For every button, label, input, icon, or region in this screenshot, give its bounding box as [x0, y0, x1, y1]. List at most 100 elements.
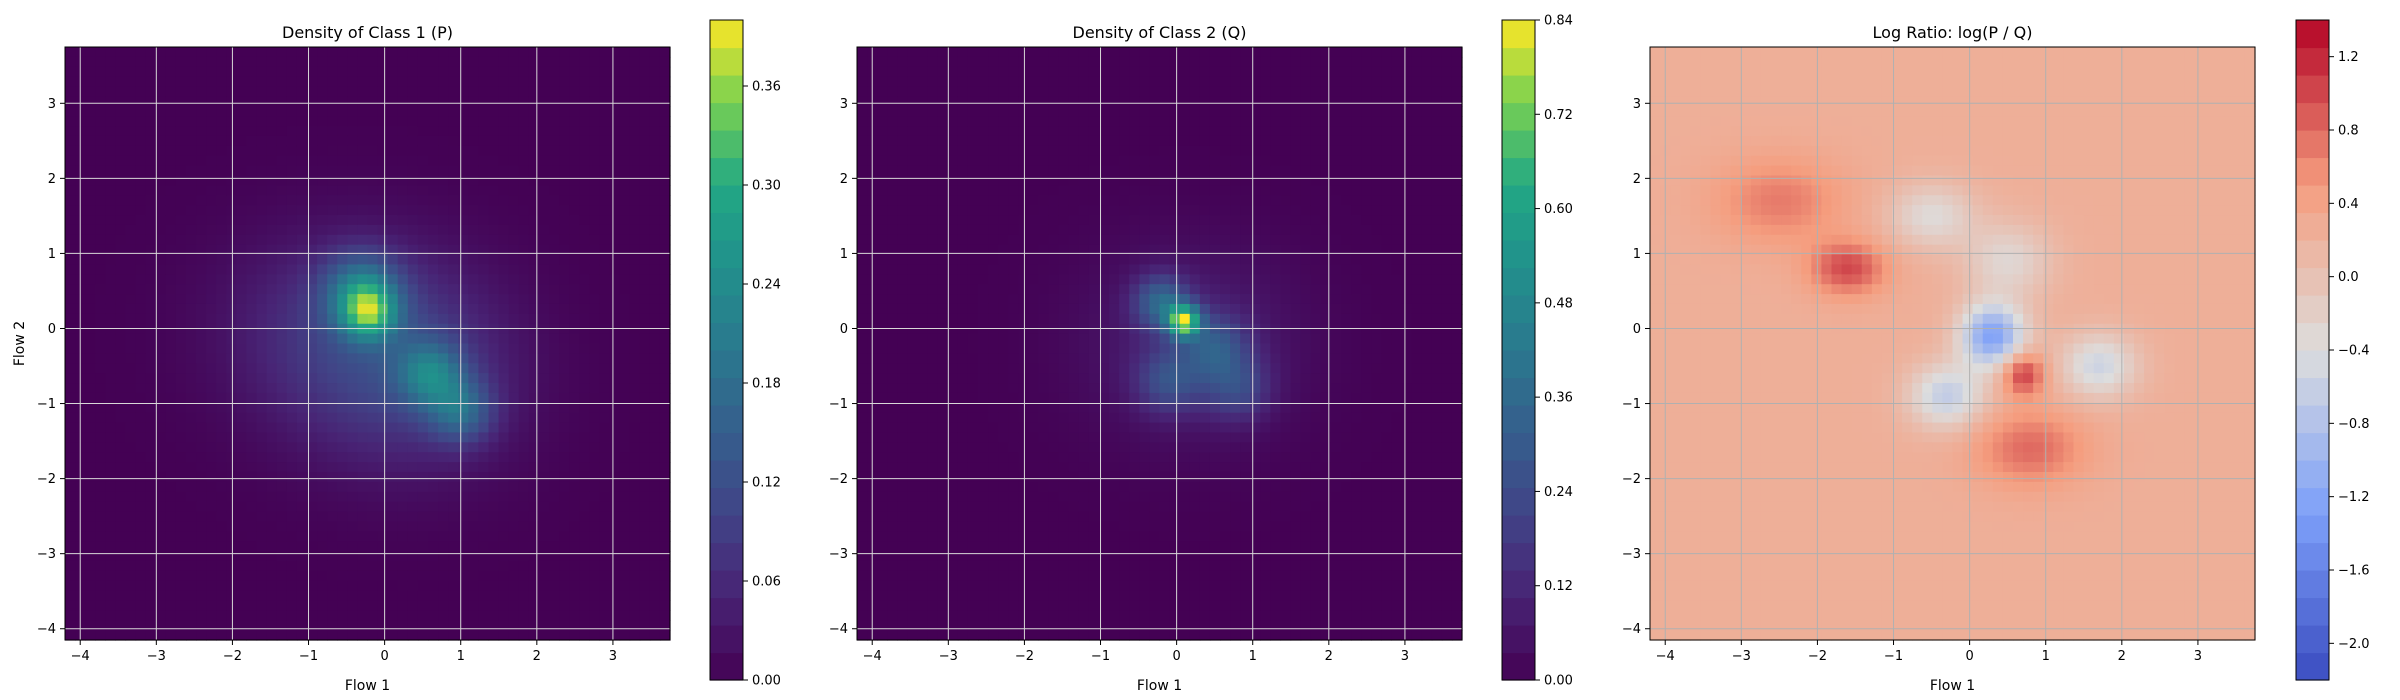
- heatmap-cell: [518, 383, 530, 394]
- heatmap-cell: [857, 590, 868, 602]
- heatmap-cell: [175, 155, 187, 167]
- heatmap-cell: [599, 521, 611, 532]
- heatmap-cell: [619, 313, 631, 325]
- plot-frame: [64, 46, 671, 641]
- heatmap-cell: [988, 126, 999, 137]
- heatmap-cell: [1018, 264, 1030, 275]
- heatmap-cell: [307, 126, 318, 137]
- heatmap-cell: [377, 402, 389, 414]
- heatmap-cell: [907, 353, 919, 364]
- heatmap-cell: [357, 106, 369, 117]
- heatmap-cell: [998, 570, 1009, 582]
- heatmap-cell: [458, 600, 469, 611]
- heatmap-cell: [347, 155, 359, 167]
- heatmap-cell: [538, 126, 550, 137]
- heatmap-cell: [1038, 205, 1050, 216]
- heatmap-cell: [538, 274, 550, 285]
- heatmap-cell: [105, 56, 117, 68]
- heatmap-cell: [877, 600, 888, 611]
- heatmap-cell: [196, 175, 207, 186]
- heatmap-cell: [579, 195, 590, 206]
- heatmap-cell: [236, 501, 248, 513]
- heatmap-cell: [998, 284, 1009, 295]
- heatmap-cell: [1008, 422, 1019, 434]
- heatmap-cell: [1048, 165, 1060, 177]
- heatmap-cell: [478, 630, 490, 641]
- heatmap-cell: [397, 47, 409, 58]
- heatmap-cell: [559, 560, 570, 572]
- heatmap-cell: [978, 630, 989, 641]
- heatmap-cell: [488, 452, 500, 463]
- heatmap-cell: [1008, 66, 1019, 78]
- heatmap-cell: [978, 590, 989, 602]
- heatmap-cell: [998, 471, 1009, 483]
- heatmap-cell: [549, 333, 560, 345]
- heatmap-cell: [639, 333, 651, 345]
- heatmap-cell: [629, 570, 641, 582]
- heatmap-cell: [428, 215, 439, 226]
- heatmap-cell: [468, 294, 480, 305]
- heatmap-cell: [639, 254, 651, 266]
- heatmap-cell: [498, 501, 510, 513]
- heatmap-cell: [125, 224, 137, 236]
- heatmap-cell: [659, 392, 671, 404]
- heatmap-cell: [1048, 175, 1060, 186]
- heatmap-cell: [286, 551, 298, 562]
- heatmap-cell: [569, 363, 580, 374]
- heatmap-cell: [937, 600, 949, 611]
- heatmap-cell: [988, 165, 999, 177]
- heatmap-cell: [917, 66, 929, 78]
- heatmap-cell: [135, 106, 147, 117]
- heatmap-cell: [387, 432, 399, 443]
- heatmap-cell: [478, 353, 490, 364]
- heatmap-cell: [498, 215, 510, 226]
- heatmap-cell: [609, 215, 621, 226]
- heatmap-cell: [125, 620, 137, 631]
- heatmap-cell: [367, 531, 379, 542]
- heatmap-cell: [508, 392, 520, 404]
- heatmap-cell: [649, 531, 661, 542]
- heatmap-cell: [226, 155, 238, 167]
- heatmap-cell: [1008, 126, 1019, 137]
- heatmap-cell: [175, 47, 187, 58]
- heatmap-cell: [286, 274, 298, 285]
- heatmap-cell: [246, 501, 258, 513]
- heatmap-cell: [967, 86, 979, 98]
- heatmap-cell: [296, 86, 308, 98]
- heatmap-cell: [619, 442, 631, 453]
- heatmap-cell: [276, 96, 288, 107]
- heatmap-cell: [1048, 620, 1060, 631]
- heatmap-cell: [907, 86, 919, 98]
- heatmap-cell: [917, 106, 929, 117]
- heatmap-cell: [317, 600, 328, 611]
- heatmap-cell: [579, 175, 590, 186]
- heatmap-cell: [1038, 353, 1050, 364]
- heatmap-cell: [95, 145, 106, 157]
- heatmap-cell: [186, 126, 197, 137]
- heatmap-cell: [266, 392, 278, 404]
- heatmap-cell: [1058, 363, 1070, 374]
- heatmap-cell: [175, 481, 187, 493]
- heatmap-cell: [216, 106, 227, 117]
- heatmap-cell: [175, 630, 187, 641]
- heatmap-cell: [175, 491, 187, 503]
- heatmap-cell: [226, 590, 238, 602]
- heatmap-cell: [397, 195, 409, 206]
- heatmap-cell: [165, 373, 177, 384]
- heatmap-cell: [978, 521, 989, 532]
- heatmap-cell: [236, 590, 248, 602]
- heatmap-cell: [937, 205, 949, 216]
- heatmap-cell: [125, 294, 137, 305]
- heatmap-cell: [659, 224, 671, 236]
- heatmap-cell: [327, 343, 338, 354]
- heatmap-cell: [256, 462, 268, 473]
- heatmap-cell: [407, 155, 419, 167]
- heatmap-cell: [1058, 313, 1070, 325]
- heatmap-cell: [907, 452, 919, 463]
- heatmap-cell: [337, 491, 348, 503]
- heatmap-cell: [1068, 76, 1080, 88]
- heatmap-cell: [988, 570, 999, 582]
- heatmap-cell: [538, 254, 550, 266]
- heatmap-cell: [236, 580, 248, 592]
- heatmap-cell: [569, 531, 580, 542]
